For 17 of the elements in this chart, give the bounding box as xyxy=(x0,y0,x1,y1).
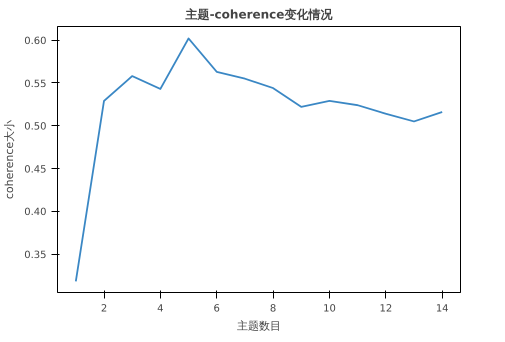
x-tick-label: 10 xyxy=(323,304,336,314)
y-tick-label: 0.35 xyxy=(24,250,46,262)
x-tick-label: 12 xyxy=(379,304,392,314)
line-series xyxy=(74,38,444,282)
y-axis-title: coherence大小 xyxy=(3,120,16,200)
y-tick-label: 0.45 xyxy=(24,164,46,176)
x-tick-label: 6 xyxy=(214,304,220,314)
x-tick-label: 14 xyxy=(436,304,449,314)
y-tick-label: 0.60 xyxy=(24,36,46,48)
x-axis-title: 主题数目 xyxy=(237,320,281,332)
x-tick-label: 8 xyxy=(270,304,276,314)
y-tick-label: 0.40 xyxy=(24,207,46,218)
x-tick-label: 2 xyxy=(100,304,108,314)
x-tick-label: 4 xyxy=(157,304,164,314)
chart-title: 主题-coherence变化情况 xyxy=(184,8,334,22)
y-tick-label: 0.50 xyxy=(24,122,46,133)
y-tick-label: 0.55 xyxy=(24,78,46,90)
